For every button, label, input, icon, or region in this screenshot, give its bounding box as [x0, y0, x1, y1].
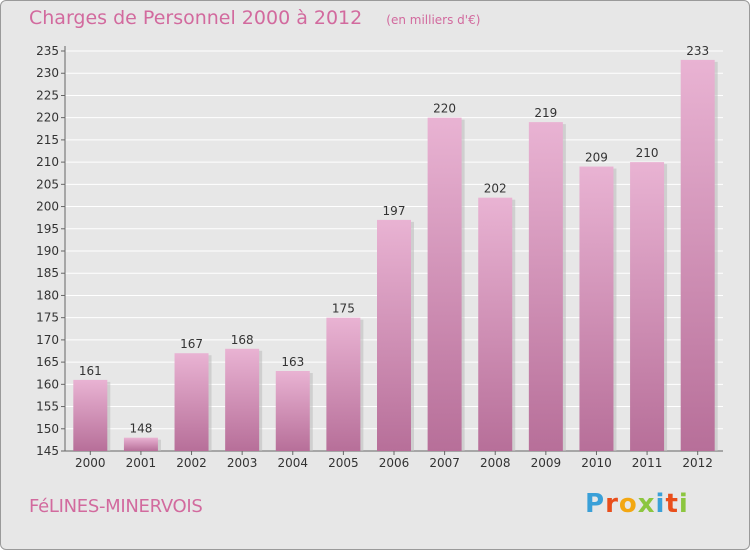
y-tick-label: 195: [36, 222, 59, 236]
logo-letter: r: [605, 489, 619, 519]
logo-letter: i: [655, 489, 666, 519]
bar: [225, 348, 260, 451]
bar-value-label: 233: [686, 44, 709, 58]
bar: [680, 59, 715, 452]
y-tick-label: 235: [36, 44, 59, 58]
x-tick-label: 2012: [682, 456, 713, 470]
y-tick-label: 180: [36, 288, 59, 302]
chart-title-row: Charges de Personnel 2000 à 2012 (en mil…: [29, 7, 480, 29]
bar: [174, 353, 209, 451]
logo-letter: x: [637, 489, 656, 519]
y-tick-label: 160: [36, 377, 59, 391]
bar: [123, 437, 158, 451]
bar: [275, 371, 310, 451]
bar: [427, 117, 462, 452]
x-tick-label: 2009: [531, 456, 562, 470]
y-tick-label: 190: [36, 244, 59, 258]
x-tick-label: 2006: [379, 456, 410, 470]
y-tick-label: 200: [36, 200, 59, 214]
bar-value-label: 210: [636, 146, 659, 160]
y-tick-label: 155: [36, 400, 59, 414]
bar-value-label: 202: [484, 182, 507, 196]
y-tick-label: 220: [36, 111, 59, 125]
y-tick-label: 230: [36, 66, 59, 80]
bar: [478, 197, 513, 451]
y-tick-label: 185: [36, 266, 59, 280]
bar-value-label: 197: [383, 204, 406, 218]
bars: [73, 59, 718, 452]
x-tick-label: 2001: [126, 456, 157, 470]
x-tick-label: 2007: [429, 456, 460, 470]
bar-value-label: 175: [332, 302, 355, 316]
chart-unit: (en milliers d'€): [386, 13, 481, 27]
y-tick-label: 205: [36, 177, 59, 191]
bar: [73, 379, 108, 451]
labels: 145 150 155 160 165 170 175 180 185 190 195 200 205 2…: [36, 44, 713, 470]
bar: [377, 219, 411, 451]
x-tick-label: 2008: [480, 456, 511, 470]
x-tick-label: 2003: [227, 456, 258, 470]
logo-letter: i: [678, 489, 689, 519]
logo-letter: t: [665, 489, 679, 519]
y-tick-label: 210: [36, 155, 59, 169]
bar: [579, 166, 614, 452]
proxiti-logo: Proxiti: [585, 489, 689, 519]
x-tick-label: 2000: [75, 456, 106, 470]
bar: [528, 122, 563, 451]
y-tick-label: 215: [36, 133, 59, 147]
y-tick-label: 145: [36, 444, 59, 458]
logo-letter: P: [585, 489, 606, 519]
bar: [630, 162, 665, 451]
y-tick-label: 150: [36, 422, 59, 436]
y-tick-label: 170: [36, 333, 59, 347]
commune-name: FéLINES-MINERVOIS: [29, 496, 203, 517]
y-tick-label: 175: [36, 311, 59, 325]
bar-value-label: 161: [79, 364, 102, 378]
bar-value-label: 220: [433, 102, 456, 116]
x-tick-label: 2002: [176, 456, 207, 470]
bar-value-label: 168: [231, 333, 254, 347]
bar-value-label: 219: [534, 106, 557, 120]
bar-value-label: 167: [180, 337, 203, 351]
chart-title: Charges de Personnel 2000 à 2012: [29, 7, 363, 29]
y-tick-label: 165: [36, 355, 59, 369]
bar-value-label: 163: [281, 355, 304, 369]
x-tick-label: 2010: [581, 456, 612, 470]
x-tick-label: 2011: [632, 456, 663, 470]
bar: [326, 317, 361, 451]
x-tick-label: 2004: [277, 456, 308, 470]
bar-value-label: 209: [585, 151, 608, 165]
y-tick-label: 225: [36, 88, 59, 102]
bar-value-label: 148: [129, 422, 152, 436]
x-tick-label: 2005: [328, 456, 359, 470]
logo-letter: o: [618, 489, 638, 519]
